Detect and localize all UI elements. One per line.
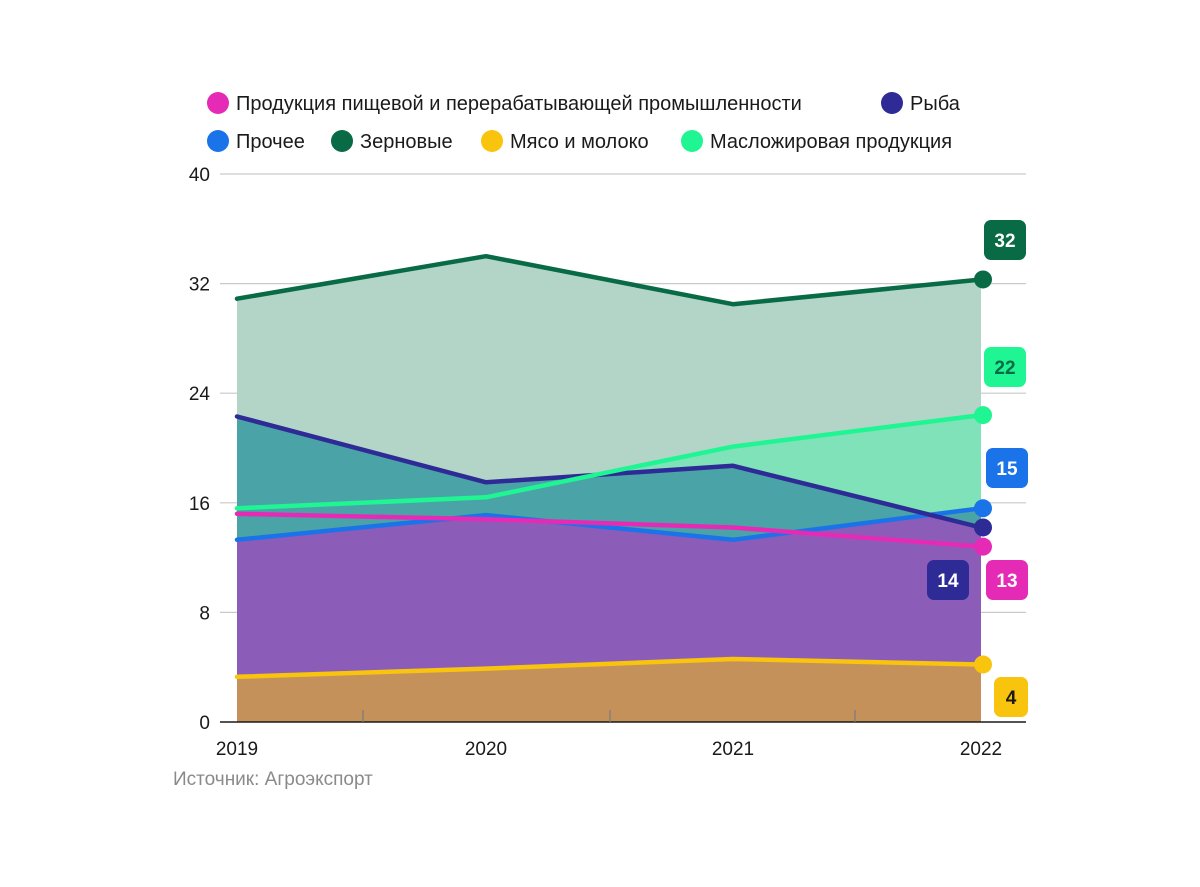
y-tick-label: 16 xyxy=(189,494,210,515)
series-line xyxy=(234,253,984,307)
legend: Продукция пищевой и перерабатывающей про… xyxy=(207,92,961,153)
series-end-point xyxy=(974,499,992,518)
legend-marker xyxy=(881,92,903,114)
series-end-point xyxy=(974,655,992,674)
legend-label: Зерновые xyxy=(360,131,453,153)
legend-label: Масложировая продукция xyxy=(710,131,952,153)
series-end-point xyxy=(974,270,992,289)
value-badge xyxy=(986,560,1028,600)
y-tick-label: 0 xyxy=(199,713,210,734)
value-badge-label: 14 xyxy=(937,571,959,592)
legend-label: Рыба xyxy=(910,93,961,115)
series-lines xyxy=(234,253,984,680)
area-fills xyxy=(237,256,981,722)
x-tick-label: 2022 xyxy=(960,739,1002,760)
series-line xyxy=(234,511,984,549)
legend-marker xyxy=(681,130,703,152)
legend-label: Продукция пищевой и перерабатывающей про… xyxy=(236,93,802,115)
value-badge-label: 13 xyxy=(996,571,1017,592)
value-badge xyxy=(994,677,1028,717)
legend-label: Прочее xyxy=(236,131,305,153)
area-fill xyxy=(237,416,981,540)
legend-marker xyxy=(207,92,229,114)
y-tick-label: 32 xyxy=(189,275,210,296)
x-tick-label: 2019 xyxy=(216,739,258,760)
legend-label: Мясо и молоко xyxy=(510,131,649,153)
legend-marker xyxy=(481,130,503,152)
x-tick-label: 2020 xyxy=(465,739,507,760)
value-badge-label: 4 xyxy=(1006,688,1017,709)
value-badge xyxy=(984,347,1026,387)
series-end-point xyxy=(974,537,992,556)
value-badge-label: 22 xyxy=(994,358,1015,379)
value-badge-label: 15 xyxy=(996,459,1018,480)
series-end-points xyxy=(974,270,992,674)
value-badge xyxy=(984,220,1026,260)
source-note: Источник: Агроэкспорт xyxy=(173,769,373,790)
value-badge xyxy=(927,560,969,600)
area-fill xyxy=(237,659,981,722)
series-line xyxy=(234,506,984,543)
value-badges: 13 14 15 32 4 22 xyxy=(927,220,1028,717)
series-end-point xyxy=(974,518,992,537)
value-badge xyxy=(986,448,1028,488)
series-end-point xyxy=(974,406,992,425)
series-line xyxy=(234,412,984,511)
value-badge-label: 32 xyxy=(994,231,1015,252)
x-tick-label: 2021 xyxy=(712,739,754,760)
series-line xyxy=(234,656,984,680)
y-tick-label: 8 xyxy=(199,603,210,624)
axes: 2019 2020 2021 2022 xyxy=(216,710,1026,760)
y-tick-label: 24 xyxy=(189,384,211,405)
legend-marker xyxy=(207,130,229,152)
y-tick-label: 40 xyxy=(189,165,210,186)
legend-marker xyxy=(331,130,353,152)
